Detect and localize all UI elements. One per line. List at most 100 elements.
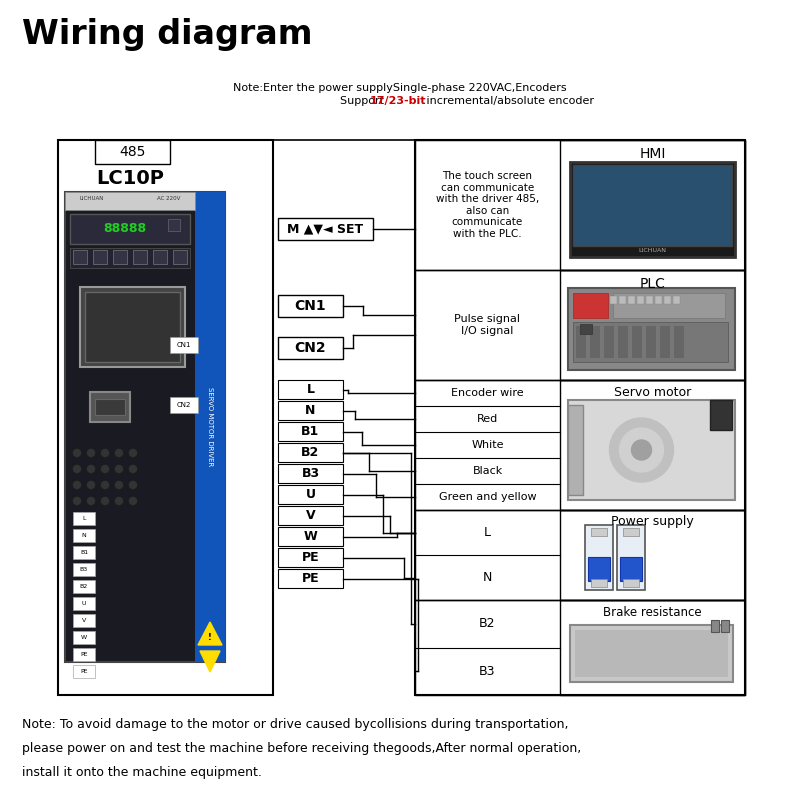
Circle shape [115,498,122,505]
Bar [73,512,95,525]
Bar [278,527,343,546]
Text: N: N [483,571,492,584]
Bar [618,326,628,358]
Bar [573,322,728,362]
Bar [173,250,187,264]
Circle shape [130,450,137,457]
Bar [278,464,343,483]
Bar [590,326,600,358]
Bar [415,270,745,380]
Text: B2: B2 [479,618,496,630]
Text: HMI: HMI [639,147,666,161]
Text: Wiring diagram: Wiring diagram [22,18,313,51]
Bar [619,296,626,304]
Text: Support: Support [340,96,387,106]
Circle shape [130,482,137,489]
Text: Note:Enter the power supplySingle-phase 220VAC,Encoders: Note:Enter the power supplySingle-phase … [233,83,567,93]
Circle shape [102,466,109,473]
Text: V: V [82,618,86,623]
Bar [73,563,95,576]
Text: 17/23-bit: 17/23-bit [370,96,426,106]
Text: U: U [306,488,315,501]
Bar [93,250,107,264]
Text: CN2: CN2 [294,341,326,355]
Bar [70,214,190,244]
Bar [560,510,745,600]
Bar [153,250,167,264]
Text: please power on and test the machine before receiving thegoods,After normal oper: please power on and test the machine bef… [22,742,582,755]
Circle shape [115,450,122,457]
Bar [710,400,732,430]
Bar [278,548,343,567]
Circle shape [102,498,109,505]
Bar [585,525,613,590]
Text: W: W [304,530,318,543]
Text: LICHUAN: LICHUAN [80,195,104,201]
Bar [95,140,170,164]
Bar [674,326,684,358]
Circle shape [115,466,122,473]
Bar [646,296,653,304]
Text: Pulse signal
I/O signal: Pulse signal I/O signal [454,314,521,336]
Circle shape [102,482,109,489]
Text: L: L [82,516,86,521]
Circle shape [610,418,674,482]
Text: Power supply: Power supply [611,515,694,529]
Text: 88888: 88888 [103,222,146,235]
Bar [73,614,95,627]
Bar [568,288,735,370]
Text: N: N [82,533,86,538]
Bar [623,579,639,587]
Circle shape [130,498,137,505]
Bar [65,192,195,210]
Bar [73,250,87,264]
Text: 485: 485 [119,145,146,159]
Circle shape [74,482,81,489]
Text: U: U [82,601,86,606]
Bar [415,140,745,695]
Bar [415,600,745,695]
Bar [73,580,95,593]
Bar [623,528,639,536]
Text: LICHUAN: LICHUAN [638,249,666,254]
Bar [73,529,95,542]
Bar [73,597,95,610]
Bar [278,218,373,240]
Text: Encoder wire: Encoder wire [451,388,524,398]
Bar [278,485,343,504]
Bar [415,510,745,600]
Text: PLC: PLC [639,277,666,291]
Text: AC 220V: AC 220V [157,195,180,201]
Bar [575,630,728,677]
Bar [278,422,343,441]
Bar [65,192,225,662]
Circle shape [115,482,122,489]
Bar [570,162,735,257]
Text: L: L [306,383,314,396]
Bar [80,287,185,367]
Bar [278,337,343,359]
Bar [613,293,725,318]
Bar [85,292,180,362]
Bar [568,405,583,495]
Text: W: W [81,635,87,640]
Circle shape [102,450,109,457]
Bar [170,337,198,353]
Polygon shape [198,622,222,645]
Text: Note: To avoid damage to the motor or drive caused bycollisions during transport: Note: To avoid damage to the motor or dr… [22,718,569,731]
Bar [560,600,745,695]
Text: B3: B3 [302,467,319,480]
Bar [637,296,644,304]
Polygon shape [200,651,220,672]
Bar [90,392,130,422]
Text: CN1: CN1 [294,299,326,313]
Bar [560,270,745,380]
Circle shape [130,466,137,473]
Bar [133,250,147,264]
Circle shape [87,466,94,473]
Bar [95,399,125,415]
Bar [628,296,635,304]
Bar [570,625,733,682]
Text: B1: B1 [302,425,320,438]
Bar [588,557,610,581]
